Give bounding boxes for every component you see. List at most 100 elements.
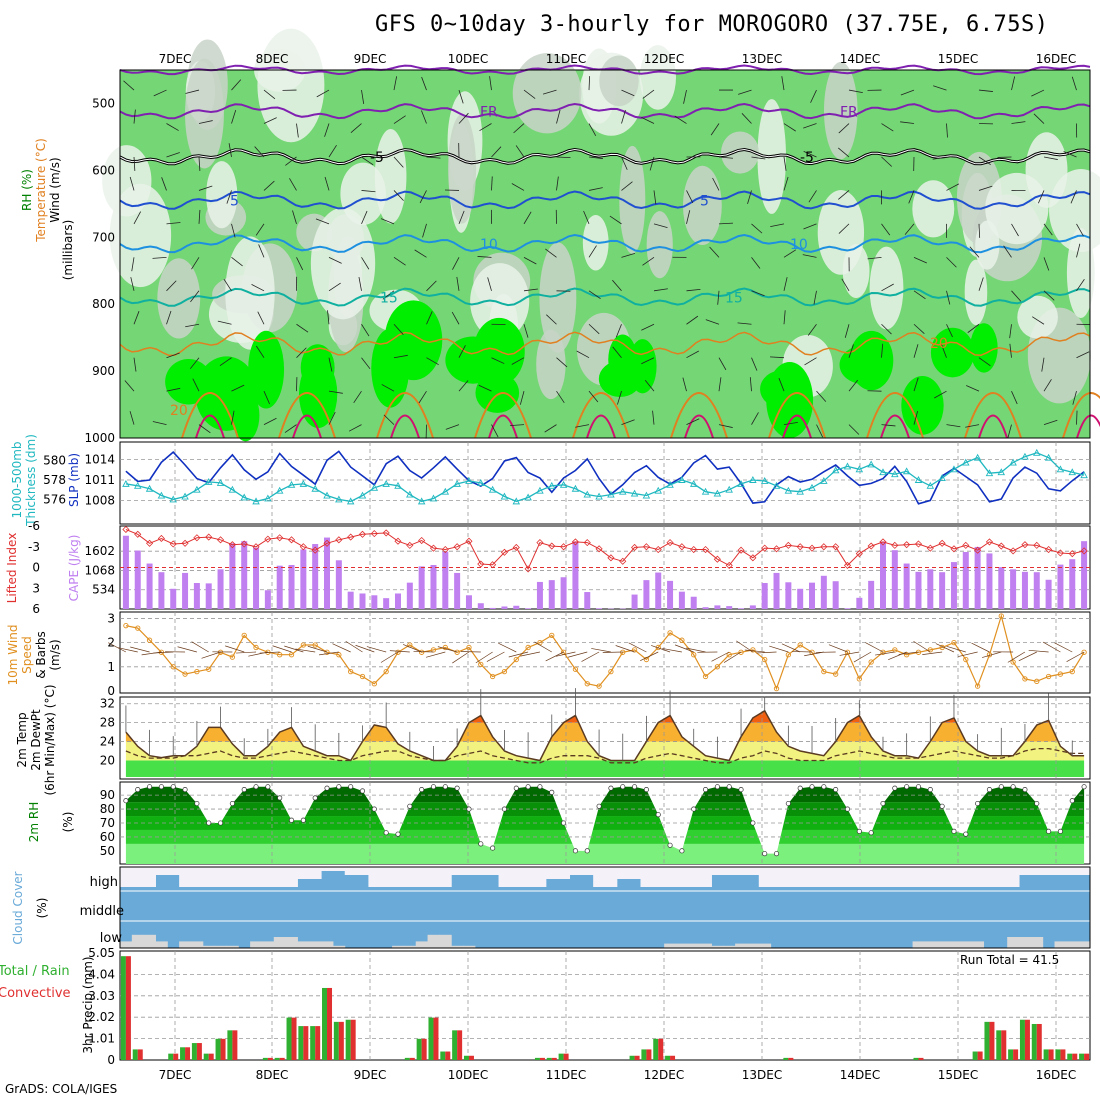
precip-convective-bar — [433, 1017, 439, 1060]
wind-barb — [1043, 156, 1058, 160]
wind-barb — [251, 284, 265, 292]
rh-tick-label: 90 — [100, 788, 115, 802]
wind-barb — [421, 110, 427, 124]
cloud-high-gap — [900, 867, 914, 887]
cloud-high-gap — [427, 867, 440, 887]
upper-air-label: RH (%) Temperature (°C) Wind (m/s) — [20, 138, 62, 243]
cloud-low-bar — [1054, 941, 1067, 948]
wind-barb — [641, 116, 655, 124]
surface-wind-barb — [828, 644, 848, 653]
wind-barb — [285, 156, 297, 166]
precip-total-bar — [298, 1026, 304, 1060]
contour-label: 10 — [480, 237, 498, 253]
wind-barb — [588, 390, 599, 403]
lifted-index-point — [571, 538, 579, 546]
wind-speed-point — [371, 681, 377, 687]
thickness-point — [749, 476, 757, 483]
surface-wind-barb — [153, 651, 174, 654]
cape-bar — [655, 572, 662, 609]
wind-barb — [913, 377, 919, 392]
wind-barb — [477, 256, 492, 258]
rh-point — [762, 851, 768, 857]
wind-barb — [458, 112, 469, 124]
surface-wind-barb — [555, 651, 576, 657]
precip-total-bar — [1008, 1049, 1014, 1060]
lifted-index-point — [335, 536, 343, 544]
cloud-high-gap — [143, 867, 156, 887]
thickness-point — [678, 476, 686, 483]
surface-wind-barb — [389, 650, 410, 653]
precip-convective-bar — [551, 1057, 557, 1060]
wind-barb — [191, 257, 200, 270]
temp-axis-label-line: 2m Temp — [15, 712, 29, 767]
surface-wind-barb — [736, 640, 754, 653]
slp-tick-label: 1011 — [84, 473, 115, 487]
wind-barb — [263, 117, 277, 124]
date-tick-top: 9DEC — [354, 52, 387, 66]
wind-barb — [324, 176, 330, 191]
wind-axis-label: 10m Wind Speed & Barbs (m/s) — [6, 625, 62, 686]
wind-axis-label-line: Speed — [20, 636, 34, 674]
wind-barb — [361, 190, 376, 193]
rh-dry-patch — [539, 242, 577, 353]
wind-barb — [421, 76, 427, 91]
lifted-index-point — [678, 543, 686, 551]
wind-barb — [848, 424, 860, 435]
wind-barb — [1011, 290, 1022, 302]
cape-bar — [560, 577, 567, 609]
thickness-point — [122, 479, 130, 487]
cape-bar — [442, 551, 449, 609]
thickness-point — [796, 487, 804, 495]
wind-speed-point — [253, 644, 259, 651]
wind-speed-point — [1057, 671, 1064, 677]
surface-wind-barb — [272, 645, 292, 653]
wind-barb — [621, 252, 636, 258]
lifted-index-point — [867, 542, 875, 550]
lifted-index-point — [122, 525, 130, 534]
wind-barb — [189, 357, 200, 369]
thickness-point — [204, 478, 213, 485]
lifted-index-point — [429, 544, 438, 552]
wind-barb — [1076, 243, 1081, 258]
wind-barb — [652, 410, 655, 425]
wind-barb — [612, 346, 622, 358]
wind-speed-point — [170, 664, 176, 670]
wind-barb — [263, 180, 275, 191]
thickness-point — [725, 485, 733, 493]
wind-barb — [523, 211, 532, 225]
contour-label: 15 — [725, 290, 743, 306]
cloud-low-bar — [912, 941, 925, 948]
precip-frame — [119, 950, 1091, 1061]
surface-wind-barb — [981, 651, 1002, 658]
wind-speed-point — [312, 642, 318, 648]
precip-convective-bar — [421, 1038, 427, 1060]
lifted-index-point — [205, 533, 213, 541]
lifted-index-point — [406, 541, 414, 549]
wind-barb — [751, 412, 759, 425]
lifted-index-point — [796, 543, 804, 551]
cloud-unit-label-line: (%) — [35, 898, 49, 919]
rh-point — [880, 800, 886, 807]
wind-barb — [710, 123, 720, 136]
wind-barb — [556, 109, 561, 124]
wind-barb — [296, 257, 304, 271]
rh-moist-patch — [298, 359, 338, 429]
precip-convective-bar — [327, 987, 333, 1060]
rh-point — [501, 806, 508, 812]
contour-5 — [119, 190, 1091, 210]
wind-barb — [900, 121, 915, 124]
cloud-low-bar — [936, 941, 949, 948]
wind-barb — [458, 210, 465, 225]
lifted-index-point — [536, 539, 544, 547]
precip-convective-bar — [977, 1051, 983, 1060]
lifted-index-point — [548, 542, 556, 550]
thickness-point — [737, 479, 745, 487]
thickness-point — [216, 478, 225, 486]
wind-barb — [263, 391, 270, 405]
thickness-axis-label-line: Thickness (dm) — [24, 434, 38, 527]
thickness-point — [453, 479, 461, 487]
surface-wind-barb — [403, 644, 422, 653]
precip-tick-label: 2.02 — [88, 1010, 115, 1024]
rh-point — [702, 787, 709, 793]
wind-barb — [588, 290, 601, 300]
